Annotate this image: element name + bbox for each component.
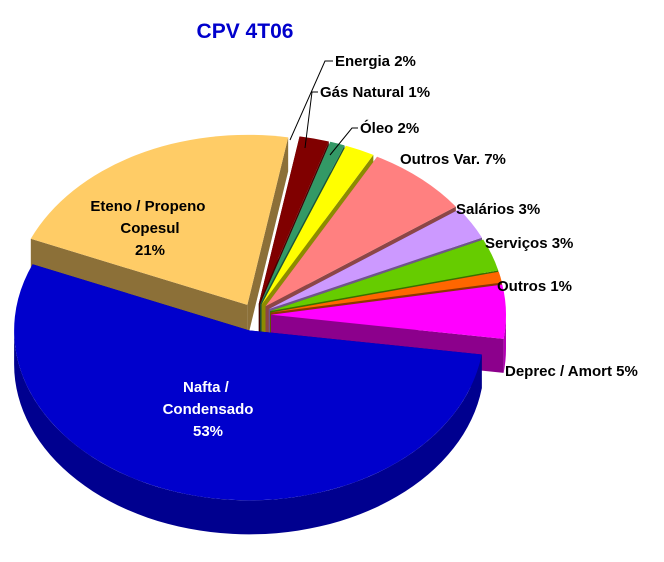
slice-top bbox=[270, 239, 499, 312]
slice-top bbox=[270, 271, 502, 313]
slice-label: Deprec / Amort 5% bbox=[505, 363, 638, 380]
slice-top bbox=[268, 209, 482, 310]
label-value: 21% bbox=[135, 242, 165, 259]
label-line: Eteno / Propeno bbox=[90, 198, 209, 215]
slice-side bbox=[247, 137, 289, 339]
label-value: 53% bbox=[193, 423, 223, 440]
leader-line bbox=[304, 91, 318, 149]
slice-top bbox=[14, 264, 482, 501]
slice-label: Outros Var. 7% bbox=[400, 151, 506, 168]
label-name: Salários bbox=[456, 201, 514, 218]
slice-label: Salários 3% bbox=[456, 201, 540, 218]
slice-top bbox=[30, 134, 289, 305]
slice-top bbox=[260, 141, 345, 305]
label-name: Energia bbox=[335, 53, 391, 70]
label-name: Outros Var. bbox=[400, 151, 480, 168]
label-name: Óleo bbox=[360, 119, 393, 137]
chart-title: CPV 4T06 bbox=[197, 20, 294, 43]
label-line: Copesul bbox=[120, 220, 179, 237]
slice-label: Nafta / Condensado 53% bbox=[163, 379, 254, 440]
slice-label: Gás Natural 1% bbox=[320, 84, 430, 101]
label-value: 5% bbox=[616, 363, 638, 380]
slice-top bbox=[265, 156, 456, 307]
slice-label: Serviços 3% bbox=[485, 235, 573, 252]
label-name: Gás Natural bbox=[320, 84, 404, 101]
label-value: 1% bbox=[550, 278, 572, 295]
label-name: Deprec / Amort bbox=[505, 363, 612, 380]
label-name: Outros bbox=[497, 278, 546, 295]
slice-top bbox=[261, 145, 374, 305]
label-value: 2% bbox=[394, 53, 416, 70]
label-line: Nafta / bbox=[183, 379, 233, 396]
slice-wall bbox=[503, 314, 506, 373]
slice-label: Eteno / Propeno Copesul 21% bbox=[90, 198, 209, 259]
leader-line bbox=[329, 127, 358, 156]
slice-top bbox=[258, 136, 329, 304]
slice-label: Óleo 2% bbox=[360, 119, 419, 137]
leader-line bbox=[289, 60, 333, 141]
label-line: Condensado bbox=[163, 401, 254, 418]
label-name: Serviços bbox=[485, 235, 548, 252]
slice bbox=[14, 264, 482, 535]
slice-top bbox=[270, 284, 506, 339]
slice-label: Energia 2% bbox=[335, 53, 416, 70]
label-value: 7% bbox=[484, 151, 506, 168]
label-value: 2% bbox=[398, 120, 420, 137]
label-value: 3% bbox=[552, 235, 574, 252]
slice-label: Outros 1% bbox=[497, 278, 572, 295]
slice-wall bbox=[14, 330, 482, 535]
label-name: Nafta / Condensado bbox=[163, 379, 254, 418]
label-value: 1% bbox=[408, 84, 430, 101]
label-value: 3% bbox=[519, 201, 541, 218]
label-name: Eteno / Propeno Copesul bbox=[90, 198, 209, 237]
